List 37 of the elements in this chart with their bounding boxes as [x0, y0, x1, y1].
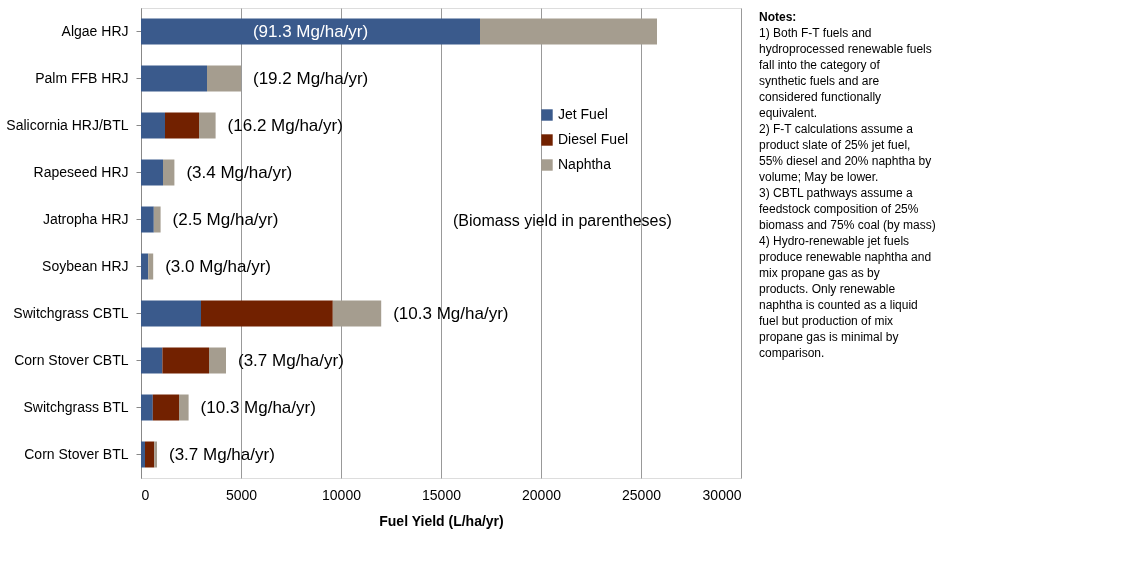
y-tick-label: Salicornia HRJ/BTL — [6, 116, 129, 133]
x-tick-label: 10000 — [322, 486, 362, 503]
legend-label: Naphtha — [558, 156, 612, 172]
y-tick-label: Switchgrass CBTL — [13, 304, 129, 321]
annotation: (19.2 Mg/ha/yr) — [253, 68, 369, 88]
text: 4) Hydro-renewable jet fuels produce renewable naphtha and mix propane gas as by products. Only renewable naphtha is counted as a liquid fuel but production of mix propane gas is minimal by comparison. — [759, 234, 932, 360]
x-tick-label: 15000 — [422, 486, 462, 503]
annotation: (3.7 Mg/ha/yr) — [238, 350, 344, 370]
annotation: (2.5 Mg/ha/yr) — [172, 209, 279, 229]
legend-label: Jet Fuel — [558, 106, 608, 122]
annotation: (Biomass yield in parentheses) — [453, 212, 672, 229]
x-tick-label: 0 — [141, 486, 150, 503]
y-tick-label: Corn Stover BTL — [24, 445, 129, 462]
x-tick-label: 5000 — [225, 486, 258, 503]
legend-label: Diesel Fuel — [558, 131, 629, 147]
x-axis-title: Fuel Yield (L/ha/yr) — [379, 512, 504, 529]
annotation: (3.0 Mg/ha/yr) — [165, 256, 272, 276]
x-tick-label: 25000 — [622, 486, 662, 503]
y-tick-label: Rapeseed HRJ — [33, 163, 129, 180]
annotation: (3.7 Mg/ha/yr) — [169, 444, 275, 464]
annotation: (16.2 Mg/ha/yr) — [227, 115, 343, 135]
y-tick-label: Corn Stover CBTL — [14, 351, 129, 368]
text: 3) CBTL pathways assume a feedstock composition of 25% biomass and 75% coal (by mass) — [759, 186, 936, 232]
annotation: (10.3 Mg/ha/yr) — [200, 397, 316, 417]
text: 1) Both F-T fuels and hydroprocessed renewable fuels fall into the category of synthetic fuels and are considered functionally equivalent. — [759, 26, 932, 120]
y-tick-label: Palm FFB HRJ — [35, 69, 129, 86]
annotation: (10.3 Mg/ha/yr) — [393, 303, 509, 323]
y-tick-label: Algae HRJ — [61, 22, 129, 39]
text: 2) F-T calculations assume a product slate of 25% jet fuel, 55% diesel and 20% naphtha by volume; May be lower. — [759, 122, 932, 184]
annotation: (91.3 Mg/ha/yr) — [252, 21, 369, 41]
annotation: (3.4 Mg/ha/yr) — [186, 162, 293, 182]
y-tick-label: Jatropha HRJ — [42, 210, 129, 227]
text: Notes: — [759, 10, 797, 24]
y-tick-label: Switchgrass BTL — [23, 398, 129, 415]
y-tick-label: Soybean HRJ — [42, 257, 129, 274]
x-tick-label: 20000 — [522, 486, 562, 503]
x-tick-label: 30000 — [702, 486, 742, 503]
